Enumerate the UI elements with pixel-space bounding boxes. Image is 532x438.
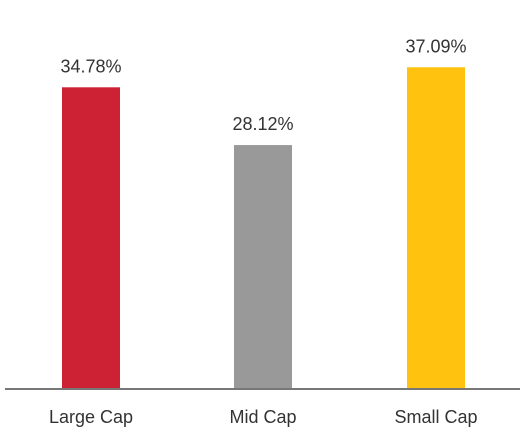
bars-group [62, 67, 465, 389]
category-labels-group: Large Cap Mid Cap Small Cap [49, 407, 478, 427]
value-labels-group: 34.78% 28.12% 37.09% [60, 36, 466, 134]
value-label-large-cap: 34.78% [60, 56, 121, 76]
bar-large-cap [62, 87, 120, 389]
bar-small-cap [407, 67, 465, 389]
category-label-large-cap: Large Cap [49, 407, 133, 427]
category-label-small-cap: Small Cap [394, 407, 477, 427]
bar-mid-cap [234, 145, 292, 389]
value-label-mid-cap: 28.12% [232, 114, 293, 134]
category-label-mid-cap: Mid Cap [229, 407, 296, 427]
value-label-small-cap: 37.09% [405, 36, 466, 56]
